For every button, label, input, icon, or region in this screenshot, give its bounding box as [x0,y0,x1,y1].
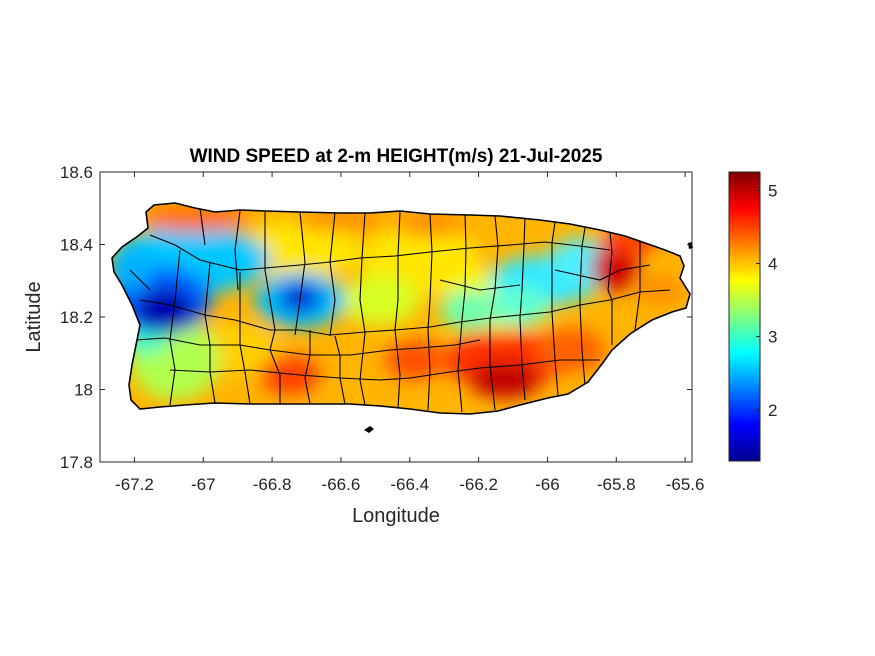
x-axis: -67.2 -67 -66.8 -66.6 -66.4 -66.2 -66 -65.8 -65.… [115,172,704,494]
x-tick-label: -66.4 [390,475,429,494]
chart-title: WIND SPEED at 2-m HEIGHT(m/s) 21-Jul-202… [190,146,603,167]
colorbar-ticks: 2 3 4 5 [756,181,777,420]
x-tick-label: -66.8 [253,475,292,494]
x-axis-label: Longitude [352,505,440,527]
x-tick-label: -66.6 [322,475,361,494]
colorbar-tick-label: 2 [768,401,777,420]
colorbar-tick-label: 3 [768,328,777,347]
x-tick-label: -67 [191,475,216,494]
y-tick-label: 17.8 [60,453,93,472]
colorbar-tick-label: 5 [768,181,777,200]
y-axis-label: Latitude [23,281,45,352]
island-outline [111,202,691,415]
offshore-islet [364,426,374,433]
y-axis: 17.8 18 18.2 18.4 18.6 [60,163,692,472]
x-tick-label: -65.8 [597,475,636,494]
x-tick-label: -66 [535,475,560,494]
y-tick-label: 18.6 [60,163,93,182]
x-tick-label: -66.2 [459,475,498,494]
municipality-boundaries [129,207,671,413]
x-tick-label: -65.6 [666,475,705,494]
x-tick-label: -67.2 [115,475,154,494]
y-tick-label: 18.2 [60,308,93,327]
y-tick-label: 18 [74,381,93,400]
colorbar [728,171,761,462]
y-tick-label: 18.4 [60,236,93,255]
colorbar-tick-label: 4 [768,254,777,273]
